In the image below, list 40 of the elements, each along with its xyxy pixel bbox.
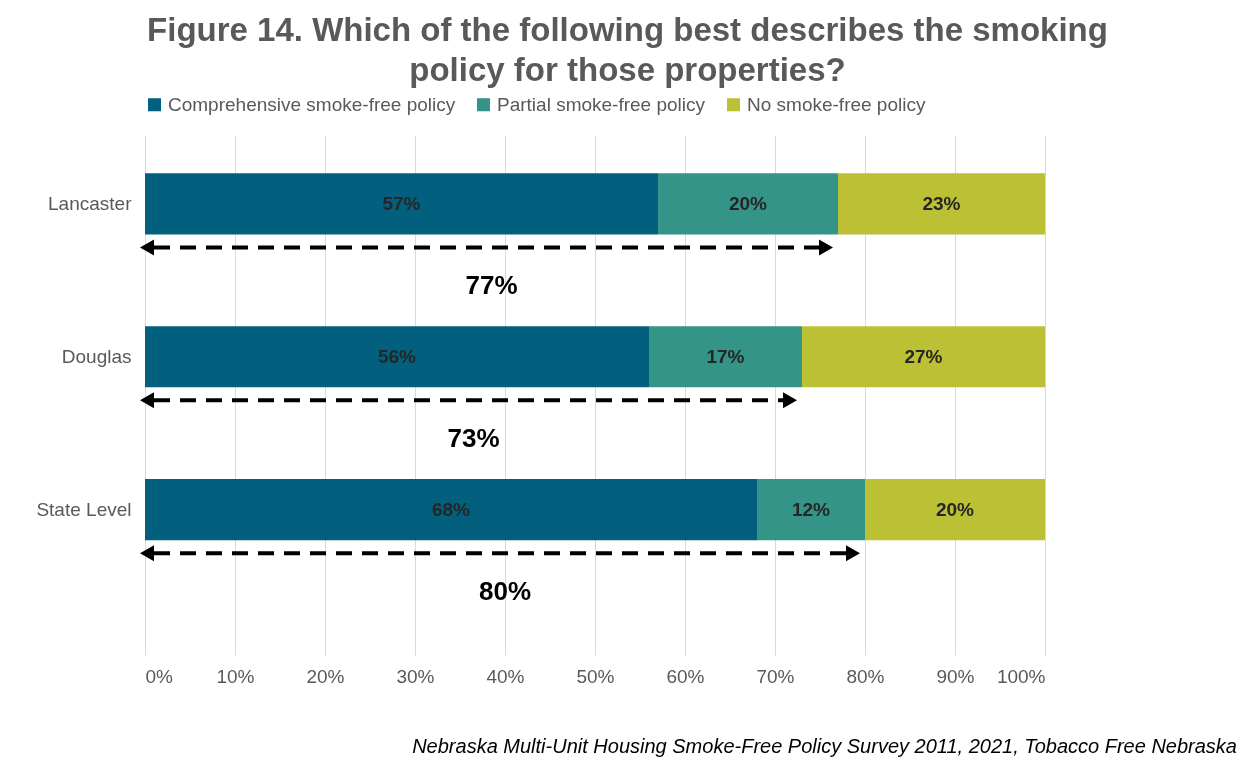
data-label: 56% [377,345,417,367]
bar [145,479,757,541]
data-label: 27% [904,345,943,367]
annotation: 80% [478,576,532,607]
x-tick-label: 80% [846,665,885,687]
annotation: 77% [465,270,518,301]
legend-label: Comprehensive smoke-free policy [168,93,456,115]
bar [802,326,1045,388]
data-label: 23% [922,192,961,214]
x-tick-label: 20% [306,665,345,687]
bar [757,479,865,541]
x-tick-label: 40% [486,665,525,687]
bar [145,173,658,235]
y-tick-label: Lancaster [48,192,133,214]
y-tick-label: State Level [36,498,132,520]
text: Nebraska Multi-Unit Housing Smoke-Free Policy Survey 2011, 2021, Tobacco Free Nebraska [412,735,1237,758]
data-label: 17% [706,345,745,367]
x-tick-label: 90% [936,665,975,687]
x-tick-label: 70% [756,665,795,687]
bar [649,326,802,388]
x-tick-label: 100% [996,665,1046,687]
data-label: 12% [791,498,831,520]
data-label: 20% [728,192,768,214]
x-tick-label: 0% [145,665,174,687]
data-label: 57% [382,192,421,214]
data-label: 20% [935,498,975,520]
y-tick-label: Douglas [61,345,132,367]
x-tick-label: 50% [576,665,615,687]
bar [145,326,649,388]
annotation: 73% [447,423,500,454]
chart-title: Figure 14. Which of the following best describes the smoking policy for those properties? [146,10,1109,90]
legend-label: Partial smoke-free policy [497,93,706,115]
x-tick-label: 30% [396,665,435,687]
legend-label: No smoke-free policy [747,93,926,115]
data-label: 68% [431,498,471,520]
bar [865,479,1045,541]
x-tick-label: 10% [216,665,255,687]
x-tick-label: 60% [666,665,705,687]
bar [838,173,1045,235]
bar [658,173,838,235]
